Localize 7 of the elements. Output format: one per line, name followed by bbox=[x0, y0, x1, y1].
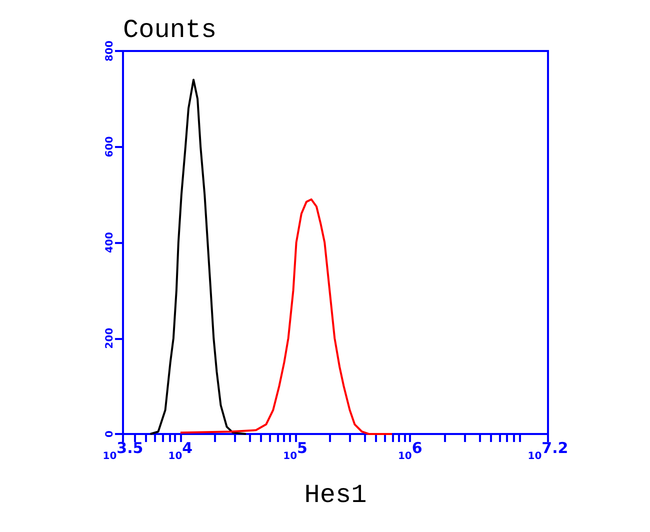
y-tick-label: 200 bbox=[104, 328, 116, 349]
y-tick-label: 800 bbox=[104, 40, 116, 62]
y-axis-title: Counts bbox=[123, 15, 217, 45]
x-axis-title: Hes1 bbox=[304, 480, 367, 510]
y-tick-label: 0 bbox=[104, 430, 116, 438]
y-tick-label: 600 bbox=[104, 136, 116, 158]
y-tick-label: 400 bbox=[104, 232, 116, 253]
